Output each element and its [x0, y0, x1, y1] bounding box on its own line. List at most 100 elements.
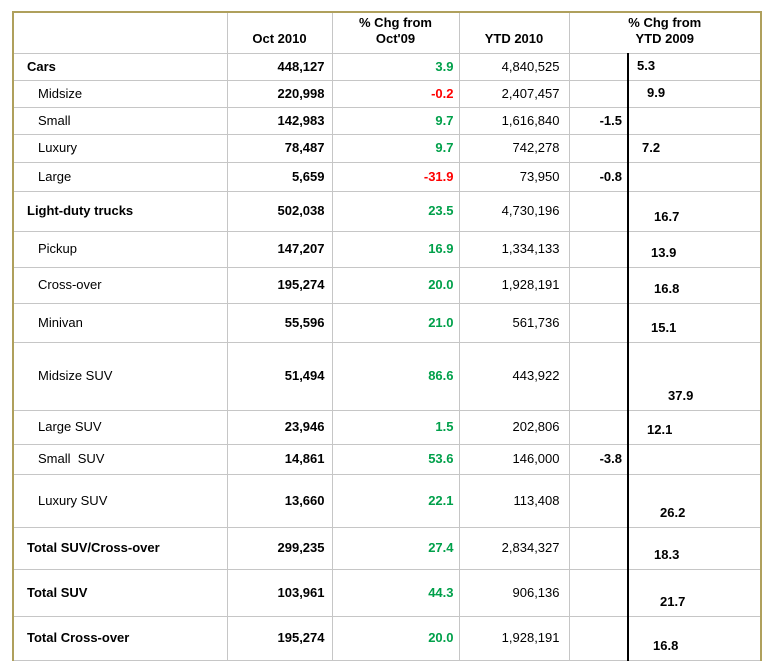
- pct-chg-ytd-value: 5.3: [626, 52, 762, 81]
- oct-2010-value: 5,659: [226, 161, 333, 192]
- pct-chg-ytd-value: 26.2: [626, 473, 762, 528]
- table-row: Cars 448,127 3.9 4,840,525 5.3: [12, 52, 762, 81]
- table-row: Pickup 147,207 16.9 1,334,133 13.9: [12, 230, 762, 268]
- header-row: Oct 2010 % Chg from Oct'09 YTD 2010 % Chg…: [12, 11, 762, 54]
- table-row: Large SUV 23,946 1.5 202,806 12.1: [12, 409, 762, 445]
- table-header: Oct 2010 % Chg from Oct'09 YTD 2010 % Chg…: [12, 11, 762, 54]
- pct-chg-ytd-neg-value: [568, 473, 629, 528]
- ytd-2010-value: 146,000: [458, 443, 570, 475]
- pct-chg-ytd-neg-value: [568, 409, 629, 445]
- table-row: Large 5,659 -31.9 73,950 -0.8: [12, 161, 762, 192]
- pct-chg-ytd-value: 7.2: [626, 133, 762, 163]
- vehicle-sales-table: Oct 2010 % Chg from Oct'09 YTD 2010 % Chg…: [12, 11, 763, 661]
- oct-2010-value: 55,596: [226, 302, 333, 343]
- table-row: Luxury SUV 13,660 22.1 113,408 26.2: [12, 473, 762, 528]
- pct-chg-ytd-neg-value: [568, 190, 629, 232]
- ytd-2010-value: 742,278: [458, 133, 570, 163]
- pct-chg-ytd-neg-value: [568, 526, 629, 570]
- pct-chg-oct-value: 27.4: [331, 526, 460, 570]
- pct-chg-ytd-neg-value: -1.5: [568, 106, 629, 135]
- ytd-2010-value: 561,736: [458, 302, 570, 343]
- table-row: Small SUV 14,861 53.6 146,000 -3.8: [12, 443, 762, 475]
- pct-chg-oct-value: -0.2: [331, 79, 460, 108]
- row-label: Cars: [12, 52, 228, 81]
- pct-chg-oct-value: 53.6: [331, 443, 460, 475]
- row-label: Large SUV: [12, 409, 228, 445]
- oct-2010-value: 51,494: [226, 341, 333, 411]
- header-pct-chg-ytd: % Chg from YTD 2009: [568, 11, 762, 54]
- pct-chg-ytd-neg-value: [568, 266, 629, 304]
- row-label: Large: [12, 161, 228, 192]
- ytd-2010-value: 4,840,525: [458, 52, 570, 81]
- table-row: Total Cross-over 195,274 20.0 1,928,191 16.8: [12, 615, 762, 661]
- pct-chg-ytd-value: 18.3: [626, 526, 762, 570]
- ytd-2010-value: 1,928,191: [458, 266, 570, 304]
- pct-chg-oct-value: 23.5: [331, 190, 460, 232]
- pct-chg-ytd-neg-value: [568, 302, 629, 343]
- row-label: Luxury SUV: [12, 473, 228, 528]
- table-body: Cars 448,127 3.9 4,840,525 5.3 Midsize 220,998…: [12, 52, 762, 661]
- oct-2010-value: 195,274: [226, 266, 333, 304]
- oct-2010-value: 13,660: [226, 473, 333, 528]
- pct-chg-oct-value: 16.9: [331, 230, 460, 268]
- oct-2010-value: 142,983: [226, 106, 333, 135]
- pct-chg-oct-value: 21.0: [331, 302, 460, 343]
- oct-2010-value: 502,038: [226, 190, 333, 232]
- row-label: Cross-over: [12, 266, 228, 304]
- row-label: Luxury: [12, 133, 228, 163]
- pct-chg-ytd-neg-value: [568, 615, 629, 661]
- oct-2010-value: 299,235: [226, 526, 333, 570]
- oct-2010-value: 448,127: [226, 52, 333, 81]
- pct-chg-ytd-value: 37.9: [626, 341, 762, 411]
- header-pct-chg-ytd-line1: % Chg from: [628, 14, 702, 30]
- oct-2010-value: 195,274: [226, 615, 333, 661]
- oct-2010-value: 23,946: [226, 409, 333, 445]
- pct-chg-oct-value: 20.0: [331, 266, 460, 304]
- pct-chg-ytd-value: 13.9: [626, 230, 762, 268]
- pct-chg-oct-value: 44.3: [331, 568, 460, 617]
- row-label: Total SUV/Cross-over: [12, 526, 228, 570]
- ytd-2010-value: 2,834,327: [458, 526, 570, 570]
- pct-chg-ytd-neg-value: [568, 568, 629, 617]
- pct-chg-ytd-value: 16.8: [626, 266, 762, 304]
- table-row: Total SUV/Cross-over 299,235 27.4 2,834,327…: [12, 526, 762, 570]
- ytd-2010-value: 906,136: [458, 568, 570, 617]
- table-row: Small 142,983 9.7 1,616,840 -1.5: [12, 106, 762, 135]
- pct-chg-ytd-value: [626, 443, 762, 475]
- row-label: Midsize: [12, 79, 228, 108]
- pct-chg-ytd-value: [626, 106, 762, 135]
- ytd-2010-value: 73,950: [458, 161, 570, 192]
- table-row: Midsize 220,998 -0.2 2,407,457 9.9: [12, 79, 762, 108]
- pct-chg-ytd-value: 16.8: [626, 615, 762, 661]
- table-row: Total SUV 103,961 44.3 906,136 21.7: [12, 568, 762, 617]
- ytd-2010-value: 1,334,133: [458, 230, 570, 268]
- header-pct-chg-oct: % Chg from Oct'09: [331, 11, 460, 54]
- pct-chg-oct-value: 9.7: [331, 106, 460, 135]
- ytd-2010-value: 443,922: [458, 341, 570, 411]
- header-oct-2010: Oct 2010: [226, 11, 333, 54]
- table-row: Minivan 55,596 21.0 561,736 15.1: [12, 302, 762, 343]
- pct-chg-oct-value: -31.9: [331, 161, 460, 192]
- row-label: Small SUV: [12, 443, 228, 475]
- pct-chg-oct-value: 86.6: [331, 341, 460, 411]
- oct-2010-value: 103,961: [226, 568, 333, 617]
- pct-chg-ytd-neg-value: [568, 133, 629, 163]
- row-label: Pickup: [12, 230, 228, 268]
- table-row: Cross-over 195,274 20.0 1,928,191 16.8: [12, 266, 762, 304]
- pct-chg-oct-value: 1.5: [331, 409, 460, 445]
- row-label: Midsize SUV: [12, 341, 228, 411]
- pct-chg-ytd-value: 12.1: [626, 409, 762, 445]
- oct-2010-value: 78,487: [226, 133, 333, 163]
- pct-chg-oct-value: 20.0: [331, 615, 460, 661]
- pct-chg-ytd-value: 21.7: [626, 568, 762, 617]
- pct-chg-ytd-value: [626, 161, 762, 192]
- header-category: [12, 11, 228, 54]
- table-row: Midsize SUV 51,494 86.6 443,922 37.9: [12, 341, 762, 411]
- row-label: Total Cross-over: [12, 615, 228, 661]
- pct-chg-ytd-value: 15.1: [626, 302, 762, 343]
- ytd-2010-value: 2,407,457: [458, 79, 570, 108]
- pct-chg-ytd-neg-value: [568, 230, 629, 268]
- pct-chg-oct-value: 9.7: [331, 133, 460, 163]
- table-row: Light-duty trucks 502,038 23.5 4,730,196 16.…: [12, 190, 762, 232]
